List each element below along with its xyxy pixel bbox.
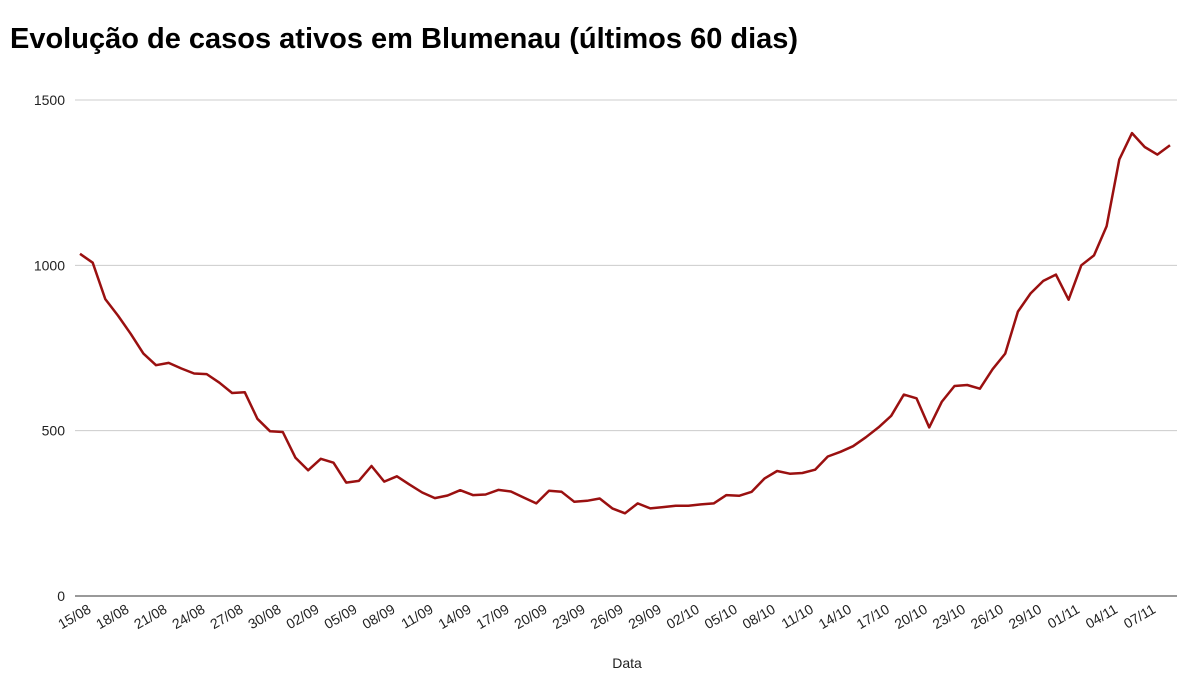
x-tick-label: 18/08 (93, 601, 132, 632)
x-tick-label: 08/09 (359, 601, 398, 632)
x-tick-label: 29/10 (1006, 601, 1045, 632)
x-tick-label: 08/10 (740, 601, 779, 632)
x-tick-label: 27/08 (207, 601, 246, 632)
x-tick-label: 21/08 (131, 601, 170, 632)
x-tick-label: 07/11 (1121, 601, 1159, 632)
x-tick-label: 23/09 (549, 601, 588, 632)
x-tick-label: 29/09 (625, 601, 664, 632)
x-axis-label: Data (612, 655, 642, 671)
y-tick-label: 500 (42, 423, 66, 439)
x-tick-label: 30/08 (245, 601, 284, 632)
x-tick-label: 26/09 (587, 601, 626, 632)
x-tick-label: 05/10 (702, 601, 741, 632)
y-tick-label: 0 (57, 588, 65, 604)
y-tick-label: 1500 (34, 92, 65, 108)
data-line (79, 131, 1171, 515)
y-tick-label: 1000 (34, 257, 65, 273)
x-tick-label: 15/08 (55, 601, 94, 632)
x-tick-label: 05/09 (321, 601, 360, 632)
x-tick-label: 02/09 (283, 601, 322, 632)
x-tick-label: 11/09 (398, 601, 436, 632)
x-tick-label: 26/10 (968, 601, 1007, 632)
chart-title: Evolução de casos ativos em Blumenau (úl… (10, 23, 798, 55)
x-tick-label: 23/10 (930, 601, 969, 632)
x-tick-label: 14/10 (816, 601, 855, 632)
x-tick-label: 17/10 (854, 601, 893, 632)
x-tick-label: 20/09 (511, 601, 550, 632)
x-tick-label: 14/09 (435, 601, 474, 632)
x-tick-label: 20/10 (892, 601, 931, 632)
x-tick-label: 01/11 (1045, 601, 1083, 632)
x-tick-label: 04/11 (1083, 601, 1121, 632)
x-tick-label: 02/10 (664, 601, 703, 632)
x-tick-label: 24/08 (169, 601, 208, 632)
x-tick-label: 11/10 (778, 601, 816, 632)
x-tick-label: 17/09 (473, 601, 512, 632)
